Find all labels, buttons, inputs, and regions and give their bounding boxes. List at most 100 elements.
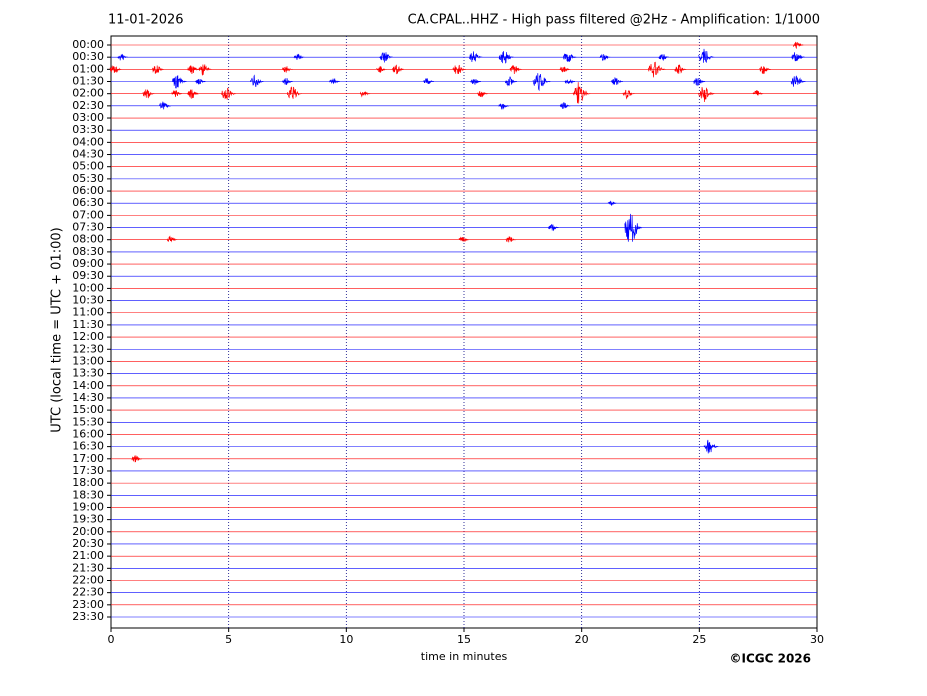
seismic-event (329, 78, 340, 85)
seismic-event (559, 66, 571, 73)
y-tick-label: 12:00 (72, 330, 104, 343)
y-tick-label: 01:30 (72, 75, 104, 88)
seismic-event (703, 439, 719, 454)
seismic-event (599, 53, 611, 62)
y-tick-label: 15:00 (72, 403, 104, 416)
seismic-event (151, 65, 164, 74)
seismic-event (131, 455, 142, 463)
y-tick-label: 19:30 (72, 513, 104, 526)
seismic-event (166, 235, 178, 243)
seismic-event (791, 52, 805, 62)
y-tick-label: 21:00 (72, 549, 104, 562)
seismic-event (195, 78, 206, 85)
y-tick-label: 20:00 (72, 525, 104, 538)
y-tick-label: 14:30 (72, 391, 104, 404)
seismic-event (187, 65, 200, 75)
y-tick-label: 23:00 (72, 598, 104, 611)
seismic-event (159, 101, 172, 110)
seismic-event (117, 53, 128, 61)
seismic-event (498, 103, 510, 110)
seismic-event (470, 79, 482, 85)
y-tick-label: 22:00 (72, 573, 104, 586)
x-tick-label: 10 (339, 633, 353, 646)
seismic-event (505, 236, 517, 243)
seismic-event (287, 86, 302, 99)
y-tick-label: 10:00 (72, 281, 104, 294)
chart-title: CA.CPAL..HHZ - High pass filtered @2Hz -… (408, 13, 820, 28)
y-tick-label: 08:30 (72, 245, 104, 258)
y-tick-label: 13:30 (72, 367, 104, 380)
y-tick-label: 07:00 (72, 208, 104, 221)
y-tick-label: 06:00 (72, 184, 104, 197)
y-tick-label: 14:00 (72, 379, 104, 392)
y-tick-label: 05:30 (72, 172, 104, 185)
y-tick-label: 05:00 (72, 160, 104, 173)
seismic-event (282, 77, 293, 85)
seismic-event (221, 87, 236, 100)
y-tick-label: 11:00 (72, 306, 104, 319)
y-tick-label: 02:00 (72, 87, 104, 100)
seismic-event (109, 65, 122, 74)
y-tick-label: 19:00 (72, 500, 104, 513)
x-tick-label: 15 (457, 633, 471, 646)
seismic-event (391, 64, 405, 75)
y-tick-label: 17:30 (72, 464, 104, 477)
seismic-event (376, 66, 387, 74)
seismic-event (509, 64, 522, 75)
y-tick-label: 15:30 (72, 415, 104, 428)
seismic-event (293, 53, 305, 61)
y-tick-label: 00:00 (72, 38, 104, 51)
seismic-event (532, 73, 551, 92)
y-tick-label: 22:30 (72, 586, 104, 599)
seismic-event (759, 66, 771, 74)
seismic-event (198, 64, 212, 76)
seismic-event (547, 223, 559, 232)
y-tick-label: 08:00 (72, 233, 104, 246)
seismic-event (171, 75, 187, 89)
x-tick-label: 20 (575, 633, 589, 646)
seismic-event (693, 77, 706, 87)
seismic-event (187, 89, 200, 100)
seismic-event (142, 89, 155, 99)
seismic-event (698, 87, 715, 103)
y-tick-label: 21:30 (72, 561, 104, 574)
y-tick-label: 03:30 (72, 123, 104, 136)
x-tick-label: 0 (108, 633, 115, 646)
seismic-event (790, 75, 806, 87)
x-axis-label: time in minutes (421, 650, 508, 663)
seismic-event (423, 78, 434, 85)
seismic-event (477, 91, 489, 98)
seismic-event (648, 61, 666, 78)
seismic-event (452, 64, 466, 74)
seismic-event (559, 102, 571, 109)
seismic-event (611, 77, 623, 85)
seismic-event (793, 41, 804, 49)
y-tick-label: 23:30 (72, 610, 104, 623)
seismic-event (469, 51, 483, 63)
chart-date: 11-01-2026 (108, 13, 184, 28)
y-tick-label: 04:00 (72, 135, 104, 148)
y-tick-label: 18:30 (72, 488, 104, 501)
y-tick-label: 16:00 (72, 427, 104, 440)
seismic-event (563, 53, 577, 62)
y-tick-label: 17:00 (72, 452, 104, 465)
y-tick-label: 06:30 (72, 196, 104, 209)
y-axis-label: UTC (local time = UTC + 01:00) (50, 227, 65, 432)
y-tick-label: 03:00 (72, 111, 104, 124)
x-tick-label: 5 (225, 633, 232, 646)
seismic-event (504, 76, 518, 87)
seismic-event (624, 213, 643, 242)
y-tick-label: 09:30 (72, 269, 104, 282)
seismic-event (458, 236, 470, 243)
seismic-event (498, 51, 514, 64)
copyright: ©ICGC 2026 (729, 652, 811, 666)
seismic-event (379, 52, 393, 63)
y-tick-label: 07:30 (72, 221, 104, 234)
y-tick-label: 10:30 (72, 294, 104, 307)
y-tick-label: 20:30 (72, 537, 104, 550)
x-tick-label: 25 (692, 633, 706, 646)
seismic-event (752, 90, 764, 96)
y-tick-label: 04:30 (72, 148, 104, 161)
seismic-event (282, 66, 293, 73)
